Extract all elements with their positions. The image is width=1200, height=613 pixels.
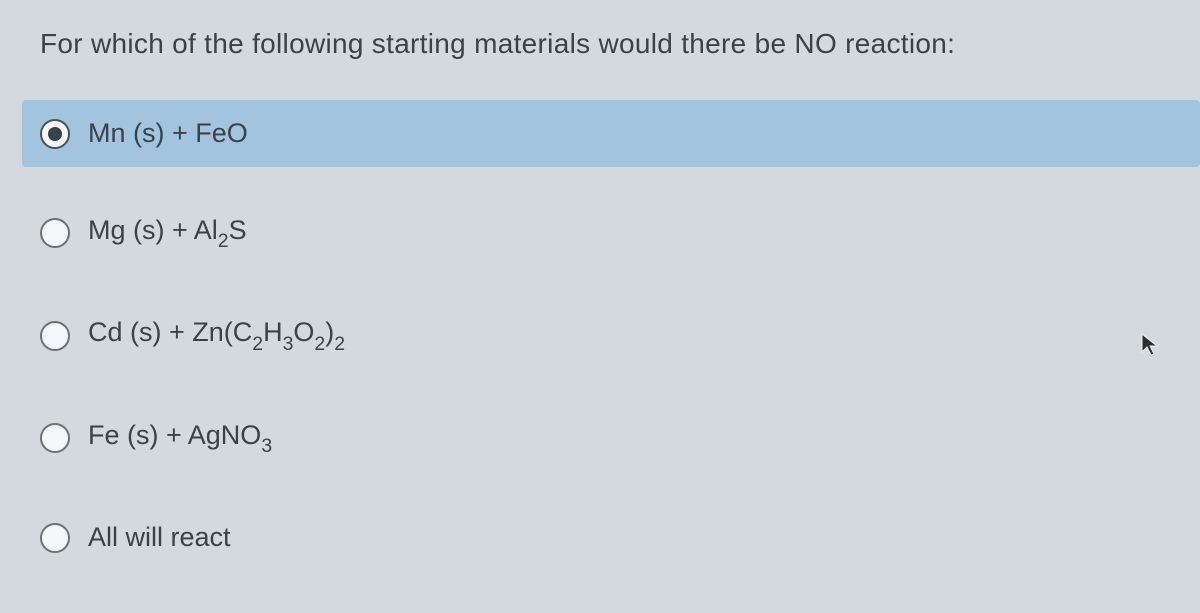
option-label: Fe (s) + AgNO3 bbox=[88, 420, 272, 456]
option-label: Mg (s) + Al2S bbox=[88, 215, 247, 251]
option-mg-al2s[interactable]: Mg (s) + Al2S bbox=[22, 197, 1160, 269]
option-fe-agno3[interactable]: Fe (s) + AgNO3 bbox=[22, 402, 1160, 474]
radio-dot-icon bbox=[48, 127, 62, 141]
option-label: Cd (s) + Zn(C2H3O2)2 bbox=[88, 317, 345, 353]
radio-button[interactable] bbox=[40, 218, 70, 248]
radio-button[interactable] bbox=[40, 523, 70, 553]
quiz-question-container: For which of the following starting mate… bbox=[0, 0, 1200, 601]
option-mn-feo[interactable]: Mn (s) + FeO bbox=[22, 100, 1200, 167]
option-all-react[interactable]: All will react bbox=[22, 504, 1160, 571]
option-cd-zn[interactable]: Cd (s) + Zn(C2H3O2)2 bbox=[22, 299, 1160, 371]
options-group: Mn (s) + FeO Mg (s) + Al2S Cd (s) + Zn(C… bbox=[40, 100, 1160, 601]
option-label: All will react bbox=[88, 522, 231, 553]
option-label: Mn (s) + FeO bbox=[88, 118, 248, 149]
question-prompt: For which of the following starting mate… bbox=[40, 28, 1160, 60]
radio-button[interactable] bbox=[40, 321, 70, 351]
radio-button[interactable] bbox=[40, 119, 70, 149]
radio-button[interactable] bbox=[40, 423, 70, 453]
